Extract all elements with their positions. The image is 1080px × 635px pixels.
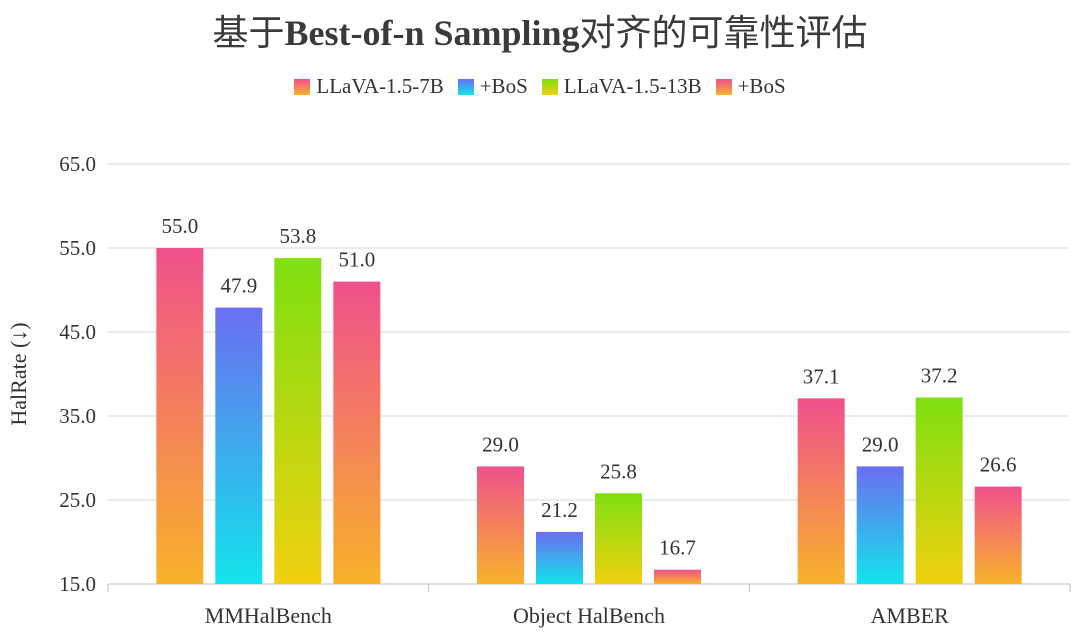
bar-series-0-2	[797, 398, 845, 584]
title-suffix: 对齐的可靠性评估	[579, 13, 868, 53]
title-prefix: 基于	[212, 13, 285, 53]
legend: LLaVA-1.5-7B +BoS LLaVA-1.5-13B +BoS	[0, 74, 1080, 99]
bar-series-2-1	[595, 493, 642, 584]
data-label: 47.9	[220, 274, 257, 298]
chart-title: 基于Best-of-n Sampling对齐的可靠性评估	[0, 4, 1080, 56]
y-tick-label: 15.0	[59, 572, 96, 596]
data-label: 16.7	[659, 536, 696, 560]
data-label: 53.8	[279, 224, 316, 248]
y-axis-label: HalRate (↓)	[6, 322, 31, 425]
data-label: 37.1	[803, 364, 840, 388]
bar-series-0-1	[477, 466, 524, 584]
data-label: 25.8	[600, 459, 637, 483]
legend-item-0: LLaVA-1.5-7B	[294, 74, 444, 99]
legend-item-3: +BoS	[715, 74, 786, 99]
y-tick-label: 25.0	[59, 488, 96, 512]
legend-swatch-3	[715, 78, 732, 95]
legend-label-3: +BoS	[737, 74, 786, 98]
data-label: 37.2	[921, 364, 958, 388]
bar-series-0-0	[156, 248, 204, 584]
legend-swatch-2	[541, 78, 558, 95]
legend-label-1: +BoS	[479, 74, 528, 98]
bar-series-1-2	[856, 466, 904, 584]
data-label: 26.6	[980, 453, 1017, 477]
y-tick-label: 55.0	[59, 236, 96, 260]
data-label: 29.0	[862, 432, 899, 456]
bar-series-3-0	[333, 281, 381, 584]
bar-series-1-0	[215, 307, 263, 584]
data-label: 29.0	[482, 432, 519, 456]
data-label: 21.2	[541, 498, 578, 522]
title-bold: Best-of-n Sampling	[284, 13, 580, 53]
legend-swatch-0	[294, 78, 311, 95]
legend-label-0: LLaVA-1.5-7B	[316, 74, 444, 98]
y-tick-label: 45.0	[59, 320, 96, 344]
x-tick-label: MMHalBench	[205, 603, 332, 628]
y-tick-label: 35.0	[59, 404, 96, 428]
legend-item-1: +BoS	[457, 74, 528, 99]
data-label: 55.0	[161, 214, 198, 238]
x-tick-label: Object HalBench	[513, 603, 665, 628]
bar-series-1-1	[536, 531, 583, 584]
bar-series-2-0	[274, 258, 322, 584]
bar-series-3-1	[654, 569, 701, 584]
bar-series-2-2	[915, 397, 963, 584]
y-tick-label: 65.0	[59, 152, 96, 176]
bar-series-3-2	[974, 486, 1022, 584]
legend-swatch-1	[457, 78, 474, 95]
legend-item-2: LLaVA-1.5-13B	[541, 74, 702, 99]
x-tick-label: AMBER	[871, 603, 950, 628]
legend-label-2: LLaVA-1.5-13B	[563, 74, 702, 98]
data-label: 51.0	[338, 248, 375, 272]
